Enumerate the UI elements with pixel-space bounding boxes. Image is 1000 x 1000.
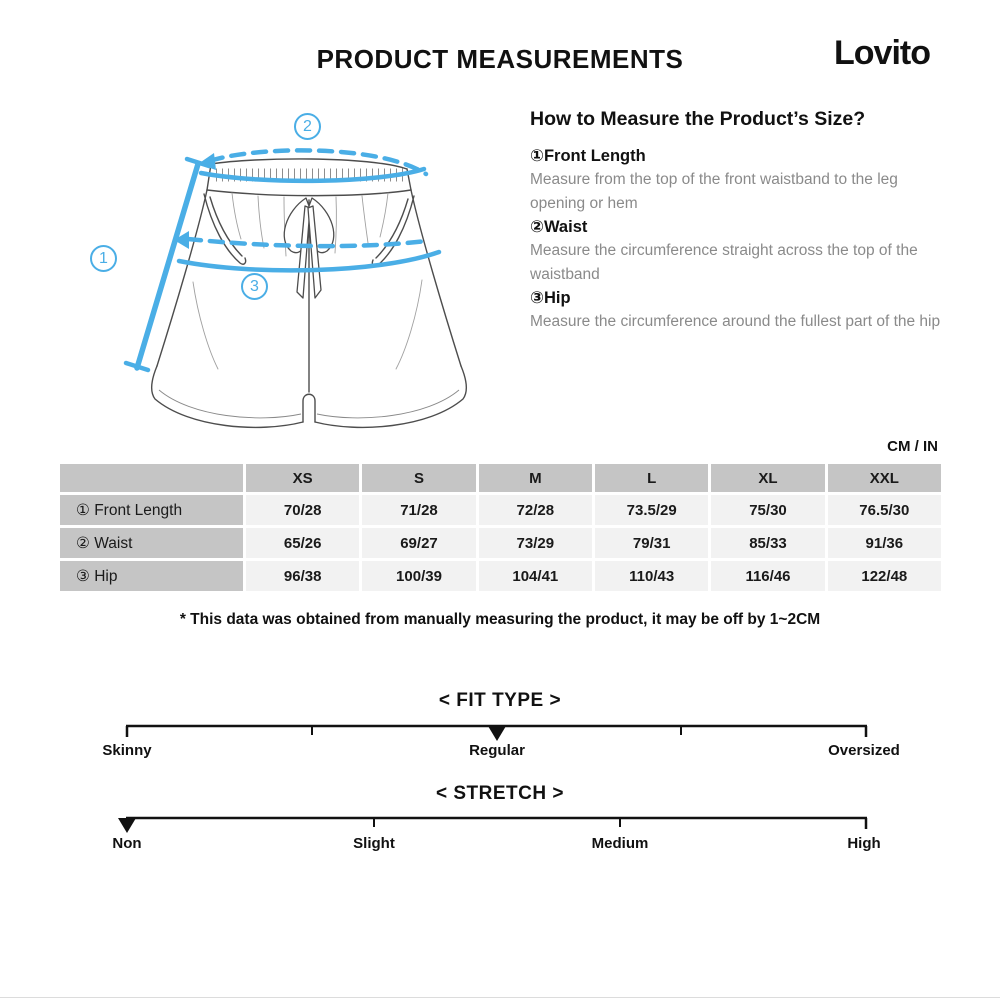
- table-value: 116/46: [711, 561, 825, 591]
- fit-type-axis: [125, 724, 868, 741]
- table-col-header: L: [595, 464, 709, 492]
- measurement-disclaimer: * This data was obtained from manually m…: [179, 611, 821, 628]
- fit-type-marker: [488, 726, 506, 741]
- table-row-label: ① Front Length: [60, 495, 243, 525]
- fit-label-oversized: Oversized: [828, 742, 900, 759]
- measure-item-desc: Measure the circumference straight acros…: [530, 242, 918, 283]
- table-col-header: XL: [711, 464, 825, 492]
- table-value: 96/38: [246, 561, 360, 591]
- measure-item-label: ③Hip: [530, 289, 571, 307]
- table-corner-cell: [60, 464, 243, 492]
- hip-dashed-line: [185, 236, 429, 249]
- fit-label-regular: Regular: [469, 742, 525, 759]
- diagram-marker-3: 3: [241, 273, 268, 300]
- brand-logo: Lovito: [834, 34, 931, 72]
- diagram-marker-2: 2: [294, 113, 321, 140]
- front-length-line: [134, 161, 201, 371]
- table-value: 73.5/29: [595, 495, 709, 525]
- stretch-label-non: Non: [112, 835, 142, 852]
- table-value: 70/28: [246, 495, 360, 525]
- table-value: 91/36: [827, 528, 941, 558]
- page-title: PRODUCT MEASUREMENTS: [316, 44, 684, 74]
- unit-label: CM / IN: [887, 438, 938, 455]
- measure-item-desc: Measure the circumference around the ful…: [530, 313, 941, 330]
- table-row-label: ③ Hip: [60, 561, 243, 591]
- measurement-annotations: [123, 148, 442, 373]
- fit-type-scale: < FIT TYPE > Skinny Regular Oversized: [0, 690, 1000, 770]
- shorts-outline: [150, 158, 468, 429]
- waist-solid-line: [198, 166, 427, 184]
- table-col-header: M: [478, 464, 592, 492]
- stretch-label-high: High: [847, 835, 881, 852]
- measure-item-label: ①Front Length: [530, 147, 646, 165]
- table-value: 100/39: [362, 561, 476, 591]
- stretch-label-medium: Medium: [591, 835, 649, 852]
- stretch-axis: [118, 816, 868, 833]
- table-value: 104/41: [478, 561, 592, 591]
- bottom-divider: [0, 997, 1000, 998]
- hem-stitching: [158, 389, 460, 419]
- table-value: 85/33: [711, 528, 825, 558]
- how-to-title: How to Measure the Product’s Size?: [530, 108, 866, 130]
- stretch-title: < STRETCH >: [436, 783, 564, 804]
- stretch-marker: [118, 818, 136, 833]
- size-table: XS S M L XL XXL ① Front Length 70/28 71/…: [60, 464, 941, 591]
- annotation-arrowheads: [174, 153, 216, 249]
- stretch-scale: < STRETCH > Non Slight Medium High: [0, 783, 1000, 863]
- fit-type-title: < FIT TYPE >: [438, 690, 562, 711]
- table-value: 110/43: [595, 561, 709, 591]
- measure-item-desc: Measure from the top of the front waistb…: [530, 171, 898, 212]
- drawstring-bow: [283, 197, 335, 299]
- how-to-measure-panel: How to Measure the Product’s Size? ①Fron…: [530, 108, 942, 334]
- fit-label-skinny: Skinny: [102, 742, 152, 759]
- waist-dashed-line: [207, 148, 429, 177]
- table-value: 72/28: [478, 495, 592, 525]
- table-value: 71/28: [362, 495, 476, 525]
- table-value: 76.5/30: [827, 495, 941, 525]
- table-value: 69/27: [362, 528, 476, 558]
- shorts-diagram: 1 2 3: [60, 100, 520, 440]
- table-col-header: XXL: [827, 464, 941, 492]
- stretch-label-slight: Slight: [353, 835, 395, 852]
- shorts-illustration: [123, 148, 468, 429]
- measure-item-label: ②Waist: [530, 218, 588, 236]
- table-value: 65/26: [246, 528, 360, 558]
- table-value: 73/29: [478, 528, 592, 558]
- table-col-header: XS: [246, 464, 360, 492]
- table-col-header: S: [362, 464, 476, 492]
- table-value: 75/30: [711, 495, 825, 525]
- hip-solid-line: [176, 249, 442, 273]
- table-row-label: ② Waist: [60, 528, 243, 558]
- diagram-marker-1: 1: [90, 245, 117, 272]
- table-value: 122/48: [827, 561, 941, 591]
- table-value: 79/31: [595, 528, 709, 558]
